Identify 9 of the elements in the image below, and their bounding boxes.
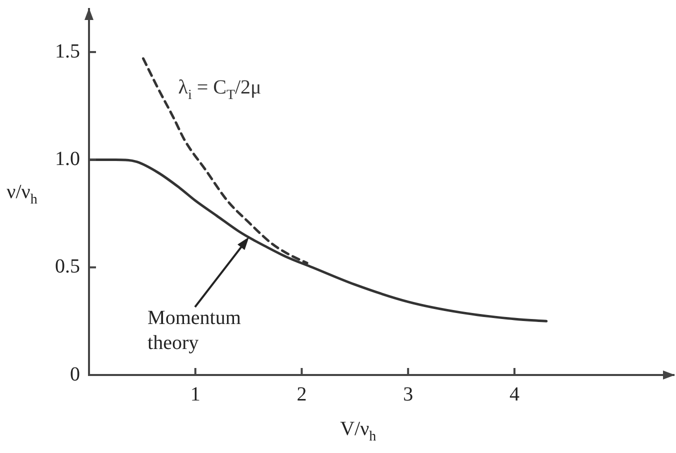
y-tick-label: 0 — [70, 363, 80, 386]
x-tick-label: 1 — [190, 383, 200, 406]
x-tick-label: 4 — [509, 383, 520, 406]
annotation: Momentum theory — [148, 307, 242, 354]
y-tick-label: 0.5 — [55, 256, 80, 278]
y-tick-label: 1.0 — [55, 148, 80, 170]
x-tick-label: 3 — [403, 383, 414, 406]
x-tick-label: 2 — [296, 383, 307, 406]
y-tick-label: 1.5 — [55, 40, 80, 62]
